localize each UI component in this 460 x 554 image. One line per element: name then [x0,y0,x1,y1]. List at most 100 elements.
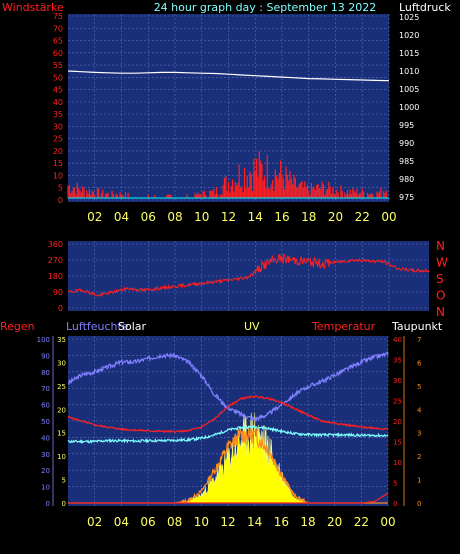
luftdruck-tick: 985 [399,157,414,166]
wind-direction-line [67,252,430,298]
windstaerke-tick: 35 [53,110,63,119]
windstaerke-tick: 70 [53,24,63,33]
compass-letter: W [436,256,448,270]
rain-tick: 30 [41,451,50,459]
bottom-x-tick: 16 [274,515,289,529]
chart-title: 24 hour graph day : September 13 2022 [154,1,377,14]
windstaerke-tick: 55 [53,61,63,70]
windstaerke-tick: 5 [58,184,63,193]
temperature-tick: 20 [393,418,402,426]
luftdruck-tick: 1020 [399,31,419,40]
rain-tick: 60 [41,402,50,410]
bottom-x-tick: 06 [140,515,155,529]
wind-pressure-grid [68,14,390,202]
temperature-tick: 30 [393,377,402,385]
top-x-tick: 18 [301,210,316,224]
weather-overview-axes: 1009080706050403020100353025201510504035… [37,336,422,508]
bottom-x-axis: 02 04 06 08 10 12 14 16 18 20 22 00 [87,515,396,529]
weather-overview-chart: 1009080706050403020100353025201510504035… [37,336,422,508]
temperature-tick: 15 [393,439,402,447]
solar-tick: 0 [62,500,66,508]
windstaerke-tick: 50 [53,73,63,82]
bottom-x-tick: 12 [220,515,235,529]
header-0: Regen [0,320,35,333]
top-x-axis: 02 04 06 08 10 12 14 16 18 20 22 00 [87,210,397,224]
bottom-x-tick: 04 [114,515,129,529]
wind-direction-grid [68,241,429,311]
rain-tick: 90 [41,352,50,360]
bottom-x-tick: 00 [380,515,395,529]
uv-tick: 3 [417,430,421,438]
rain-tick: 0 [46,500,50,508]
windstaerke-tick: 30 [53,122,63,131]
luftdruck-tick: 975 [399,193,414,202]
dewpoint-line [67,424,389,445]
rain-line [68,492,389,504]
wind-direction-tick: 270 [48,256,63,265]
rain-tick: 20 [41,467,50,475]
wind-direction-tick: 90 [53,288,63,297]
bottom-x-tick: 14 [247,515,262,529]
compass-letter: O [436,289,445,303]
header-3: UV [244,320,260,333]
windstaerke-tick: 20 [53,147,63,156]
top-x-tick: 10 [194,210,209,224]
solar-tick: 30 [57,359,66,367]
header-1: Luftfeuchte [66,320,129,333]
top-x-tick: 20 [328,210,343,224]
top-x-tick: 08 [167,210,182,224]
temperature-tick: 5 [393,480,397,488]
top-x-tick: 14 [248,210,263,224]
rain-tick: 10 [41,484,50,492]
uv-tick: 6 [417,359,422,367]
uv-tick: 7 [417,336,421,344]
humidity-line [68,351,389,423]
bottom-x-tick: 18 [300,515,315,529]
wind-direction-tick: 360 [48,240,63,249]
top-x-tick: 22 [355,210,370,224]
bottom-x-tick: 20 [327,515,342,529]
windstaerke-tick: 60 [53,49,63,58]
luftdruck-tick: 980 [399,175,414,184]
solar-tick: 10 [57,453,66,461]
top-x-tick: 02 [87,210,102,224]
temperature-tick: 25 [393,398,402,406]
temperature-tick: 40 [393,336,402,344]
uv-tick: 0 [417,500,421,508]
rain-tick: 100 [37,336,50,344]
windstaerke-label: Windstärke [2,1,64,14]
windstaerke-tick: 25 [53,135,63,144]
top-x-tick: 12 [221,210,236,224]
wind-series [67,151,389,199]
compass-letter: N [436,239,445,253]
luftdruck-tick: 1015 [399,49,419,58]
uv-tick: 2 [417,453,421,461]
windstaerke-tick: 15 [53,159,63,168]
uv-tick: 1 [417,477,421,485]
luftdruck-axis: 1025 1020 1015 1010 1005 1000 995 990 985 980 975 [399,13,419,202]
header-5: Taupunkt [391,320,443,333]
solar-tick: 35 [57,336,66,344]
rain-tick: 40 [41,434,50,442]
uv-tick: 4 [417,406,422,414]
windstaerke-tick: 10 [53,171,63,180]
rain-tick: 50 [41,418,50,426]
solar-tick: 5 [62,477,66,485]
luftdruck-tick: 1010 [399,67,419,76]
bottom-x-tick: 22 [354,515,369,529]
bottom-x-tick: 10 [194,515,209,529]
header-4: Temperatur [311,320,376,333]
luftdruck-tick: 995 [399,121,414,130]
top-x-tick: 00 [381,210,396,224]
rain-tick: 70 [41,385,50,393]
solar-tick: 15 [57,430,66,438]
windstaerke-tick: 40 [53,98,63,107]
luftdruck-tick: 990 [399,139,414,148]
luftdruck-tick: 1025 [399,13,419,22]
luftdruck-tick: 1000 [399,103,419,112]
